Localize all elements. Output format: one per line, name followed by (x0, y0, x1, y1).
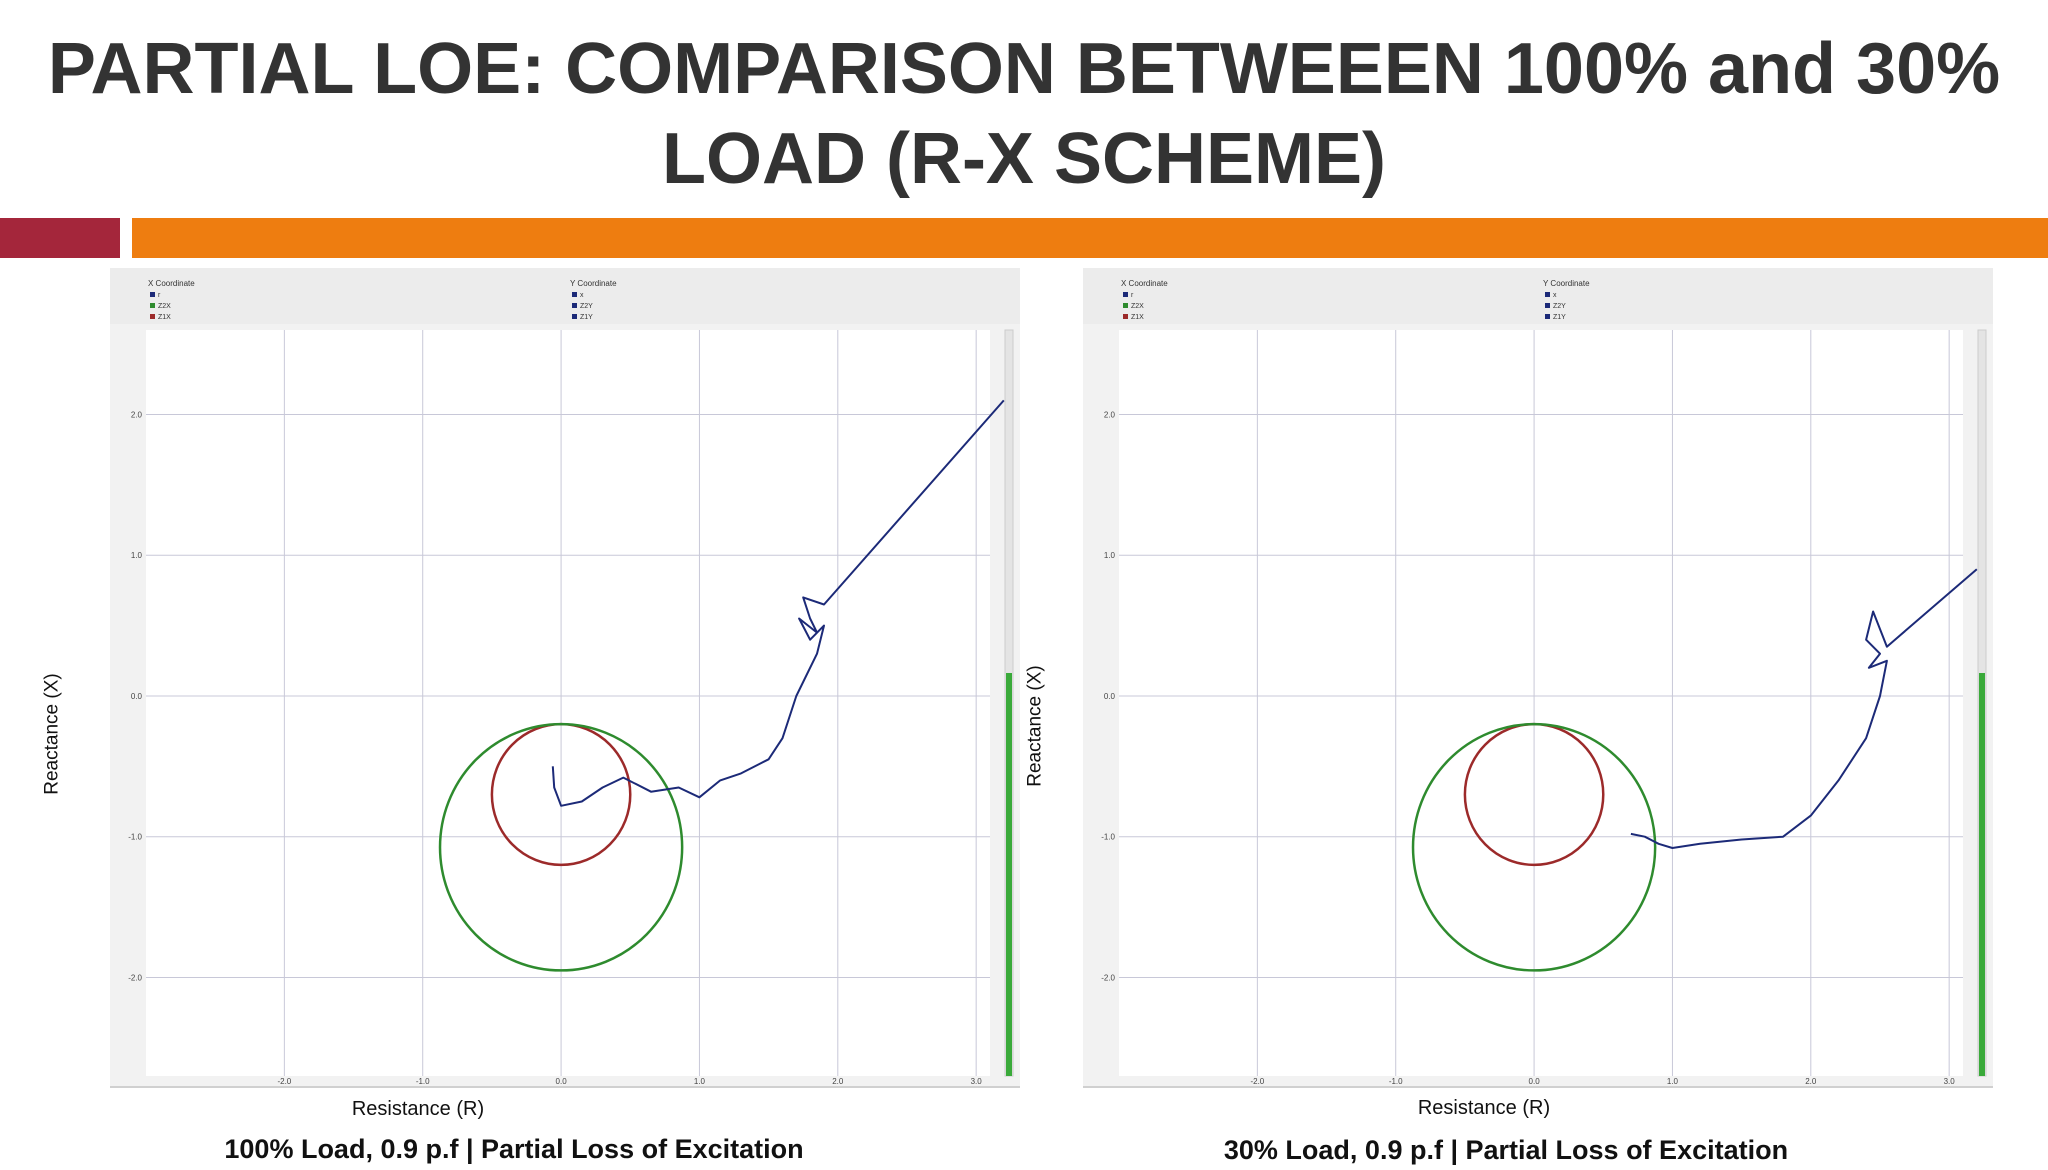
legend-swatch (1123, 303, 1128, 308)
y-tick-label: 2.0 (131, 410, 143, 419)
x-axis-label: Resistance (R) (351, 1098, 485, 1120)
impedance-trajectory (551, 399, 1005, 807)
impedance-trajectory (1630, 568, 1978, 849)
slide-title: PARTIAL LOE: COMPARISON BETWEEEN 100% an… (47, 29, 2001, 199)
y-tick-label: -2.0 (1101, 973, 1115, 982)
legend-item: x (1553, 292, 1557, 299)
x-tick-label: 3.0 (971, 1077, 983, 1086)
y-tick-label: 0.0 (1104, 692, 1116, 701)
legend-swatch (150, 303, 155, 308)
x-tick-label: 0.0 (556, 1077, 568, 1086)
x-tick-label: -1.0 (416, 1077, 430, 1086)
chart-caption-30-load: 30% Load, 0.9 p.f | Partial Loss of Exci… (1223, 1135, 1789, 1165)
x-tick-label: 0.0 (1529, 1077, 1541, 1086)
legend-item: Z2X (1131, 303, 1144, 310)
legend-item: Z1Y (580, 314, 593, 321)
legend-area (110, 268, 1020, 324)
y-tick-label: -1.0 (128, 833, 142, 842)
y-tick-label: 0.0 (131, 692, 143, 701)
x-tick-label: -2.0 (1250, 1077, 1264, 1086)
legend-item: Z1X (1131, 314, 1144, 321)
chart-caption-100-load: 100% Load, 0.9 p.f | Partial Loss of Exc… (224, 1134, 804, 1164)
legend-item: r (1131, 292, 1134, 299)
plot-area (146, 330, 990, 1076)
legend-y-header: Y Coordinate (1543, 279, 1590, 288)
legend-item: Z1X (158, 314, 171, 321)
x-tick-label: 1.0 (1667, 1077, 1679, 1086)
x-tick-label: 3.0 (1944, 1077, 1956, 1086)
x-tick-label: 2.0 (1805, 1077, 1817, 1086)
rx-plot-svg: X Coordinate Y Coordinate r Z2X Z1X x Z2Y Z1Y -2… (110, 268, 1020, 1086)
legend-item: Z2X (158, 303, 171, 310)
legend-x-header: X Coordinate (1121, 279, 1168, 288)
legend-swatch (1545, 292, 1550, 297)
legend-item: x (580, 292, 584, 299)
legend-swatch (1545, 314, 1550, 319)
x-tick-label: 2.0 (832, 1077, 844, 1086)
legend-area (1083, 268, 1993, 324)
legend-x-header: X Coordinate (148, 279, 195, 288)
y-tick-label: 1.0 (131, 551, 143, 560)
zone2-circle (1411, 722, 1657, 972)
legend-item: Z2Y (1553, 303, 1566, 310)
legend-swatch (572, 292, 577, 297)
legend-swatch (150, 314, 155, 319)
y-axis-label: Reactance (X) (41, 673, 63, 795)
legend-item: Z2Y (580, 303, 593, 310)
legend-swatch (572, 303, 577, 308)
legend-swatch (1123, 314, 1128, 319)
y-tick-label: 1.0 (1104, 551, 1116, 560)
legend-swatch (150, 292, 155, 297)
y-tick-label: -1.0 (1101, 833, 1115, 842)
legend-item: Z1Y (1553, 314, 1566, 321)
scrollbar-level (1979, 673, 1985, 1076)
scrollbar-level (1006, 673, 1012, 1076)
legend-swatch (572, 314, 577, 319)
accent-bar-red (0, 218, 120, 258)
y-tick-label: 2.0 (1104, 410, 1116, 419)
x-tick-label: -2.0 (277, 1077, 291, 1086)
x-tick-label: -1.0 (1389, 1077, 1403, 1086)
accent-bar-orange (132, 218, 2048, 258)
rx-plot-svg: X Coordinate Y Coordinate r Z2X Z1X x Z2Y Z1Y -2… (1083, 268, 1993, 1086)
y-axis-label: Reactance (X) (1024, 665, 1046, 787)
rx-plot-100-load: X Coordinate Y Coordinate r Z2X Z1X x Z2Y Z1Y -2… (110, 268, 1020, 1088)
zone2-circle (438, 722, 684, 972)
rx-plot-30-load: X Coordinate Y Coordinate r Z2X Z1X x Z2Y Z1Y -2… (1083, 268, 1993, 1088)
legend-y-header: Y Coordinate (570, 279, 617, 288)
legend-swatch (1123, 292, 1128, 297)
x-tick-label: 1.0 (694, 1077, 706, 1086)
legend-swatch (1545, 303, 1550, 308)
legend-item: r (158, 292, 161, 299)
plot-area (1119, 330, 1963, 1076)
y-tick-label: -2.0 (128, 973, 142, 982)
x-axis-label: Resistance (R) (1417, 1097, 1551, 1119)
